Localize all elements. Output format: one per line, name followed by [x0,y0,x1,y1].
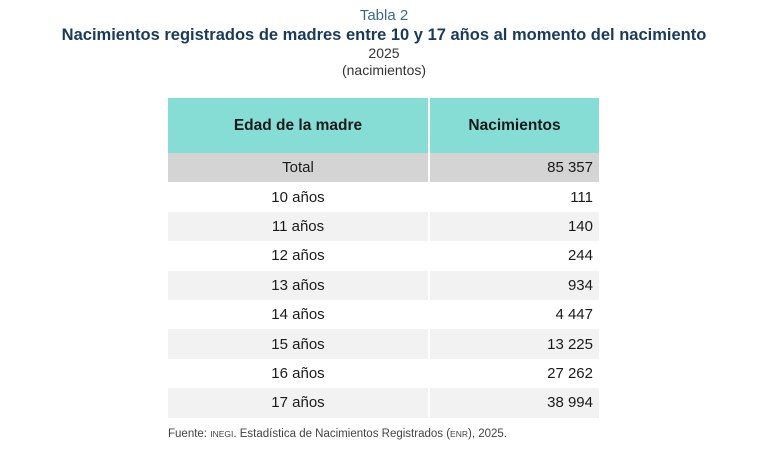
births-table: Edad de la madre Nacimientos Total 85 35… [168,98,599,418]
table-row: 10 años 111 [168,182,599,212]
age-cell: 11 años [168,211,429,242]
table-row: 15 años 13 225 [168,329,599,359]
table-row: 11 años 140 [168,211,599,242]
age-cell: 12 años [271,247,325,265]
table-row: 13 años 934 [168,270,599,300]
births-cell: 111 [428,182,599,212]
births-cell: 140 [428,211,599,242]
births-cell: 27 262 [428,358,599,389]
table-row: 16 años 27 262 [168,358,599,389]
column-header-births: Nacimientos [428,98,599,153]
table-row: 14 años 4 447 [168,299,599,330]
source-prefix: Fuente: [168,428,211,440]
births-cell: 4 447 [428,299,599,330]
age-cell: 10 años [271,188,325,206]
births-cell: 38 994 [428,388,599,418]
table-row: 17 años 38 994 [168,388,599,418]
births-cell: 13 225 [428,329,599,359]
total-value: 85 357 [428,153,599,183]
age-cell: 16 años [271,364,325,382]
table-year: 2025 [368,45,400,61]
total-label: Total [168,153,429,183]
source-abbr: ENR [450,429,468,439]
source-suffix: ), 2025. [468,428,507,440]
source-middle: . Estadística de Nacimientos Registrados… [233,428,451,440]
source-org: INEGI [210,429,234,439]
table-row: 12 años 244 [168,241,599,271]
table-header: Tabla 2 Nacimientos registrados de madre… [0,7,768,79]
table-unit: (nacimientos) [341,62,427,78]
column-header-age: Edad de la madre [168,98,429,153]
table-label: Tabla 2 [359,7,409,24]
age-cell: 14 años [271,306,325,324]
age-cell: 13 años [168,270,429,300]
table-title: Nacimientos registrados de madres entre … [61,26,707,44]
age-cell: 17 años [168,388,429,418]
births-cell: 244 [428,241,599,271]
age-cell: 15 años [168,329,429,359]
births-cell: 934 [428,270,599,300]
total-row: Total 85 357 [168,153,599,183]
table-header-row: Edad de la madre Nacimientos [168,98,599,153]
source-note: Fuente: INEGI. Estadística de Nacimiento… [168,428,507,440]
